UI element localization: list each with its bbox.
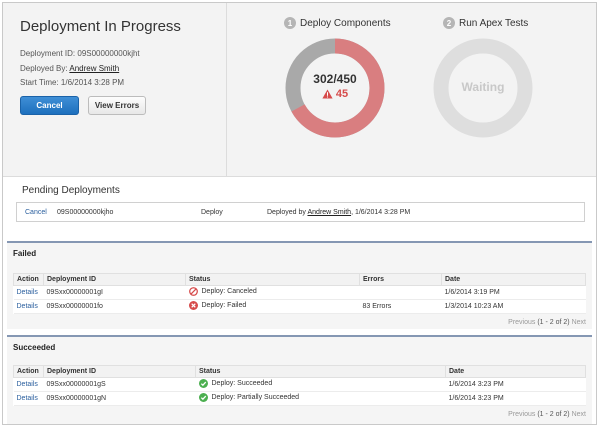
column-header: Deployment ID: [43, 365, 196, 378]
deployment-status-panel: Deployment In Progress Deployment ID: 09…: [3, 3, 596, 222]
step-label: Run Apex Tests: [459, 17, 529, 29]
next-page-link[interactable]: Next: [571, 411, 586, 418]
deployment-id-value: 09S00000000kjht: [77, 49, 140, 58]
status-text: Deploy: Failed: [201, 302, 247, 309]
start-time-value: 1/6/2014 3:28 PM: [60, 78, 125, 87]
table-header-row: Action Deployment ID Status Errors Date: [13, 273, 586, 286]
start-time-label: Start Time:: [20, 78, 59, 87]
deployment-id-cell: 09Sxx00000001gI: [43, 285, 186, 300]
succeeded-panel-title: Succeeded: [13, 343, 56, 352]
cancel-icon: [188, 287, 198, 296]
cancel-pending-link[interactable]: Cancel: [25, 209, 47, 216]
previous-page-link[interactable]: Previous: [508, 319, 536, 326]
table-header-row: Action Deployment ID Status Date: [13, 365, 586, 378]
column-header: Deployment ID: [43, 273, 186, 286]
page-count: (1 - 2 of 2): [537, 319, 570, 326]
tests-progress-ring: [433, 38, 533, 138]
pending-deployment-date: , 1/6/2014 3:28 PM: [351, 209, 411, 216]
date-cell: 1/3/2014 10:23 AM: [441, 299, 586, 314]
deploy-progress-ring: [285, 38, 385, 138]
pending-deployment-id: 09S00000000kjho: [57, 209, 114, 216]
step-number-badge: 2: [443, 17, 455, 29]
step-label: Deploy Components: [300, 17, 391, 29]
deployment-id-cell: 09Sxx00000001fo: [43, 299, 186, 314]
error-count: 45: [335, 88, 349, 100]
table-row: Details 09Sxx00000001gS Deploy: Succeede…: [13, 377, 586, 392]
column-header: Action: [13, 365, 44, 378]
date-cell: 1/6/2014 3:23 PM: [445, 377, 586, 392]
deployment-id-cell: 09Sxx00000001gS: [43, 377, 196, 392]
pending-deployment-row: Cancel 09S00000000kjho Deploy Deployed b…: [16, 202, 585, 222]
previous-page-link[interactable]: Previous: [508, 411, 536, 418]
deploy-progress-text: 302/450 45: [284, 72, 386, 100]
column-header: Status: [195, 365, 446, 378]
pending-deployment-type: Deploy: [201, 209, 223, 216]
failed-panel-title: Failed: [13, 249, 37, 258]
page-title: Deployment In Progress: [20, 18, 181, 35]
status-cell: Deploy: Canceled: [185, 285, 360, 300]
errors-cell: [359, 285, 442, 300]
errors-cell: 83 Errors: [359, 299, 442, 314]
details-link[interactable]: Details: [13, 299, 44, 314]
pending-deployed-by: Deployed by Andrew Smith, 1/6/2014 3:28 …: [267, 209, 410, 216]
table-row: Details 09Sxx00000001fo Deploy: Failed: [13, 299, 586, 314]
status-cell: Deploy: Partially Succeeded: [195, 391, 446, 406]
table-row: Details 09Sxx00000001gN Deploy: Partiall…: [13, 391, 586, 406]
date-cell: 1/6/2014 3:23 PM: [445, 391, 586, 406]
status-text: Deploy: Partially Succeeded: [211, 394, 300, 401]
view-errors-button[interactable]: View Errors: [88, 96, 146, 115]
ring-progress: [285, 38, 385, 138]
check-icon: [198, 379, 208, 388]
component-count: 302/450: [313, 72, 357, 86]
status-cell: Deploy: Succeeded: [195, 377, 446, 392]
column-header: Status: [185, 273, 360, 286]
status-text: Deploy: Succeeded: [211, 380, 273, 387]
details-link[interactable]: Details: [13, 377, 44, 392]
error-icon: [188, 301, 198, 310]
succeeded-deployments-table: Action Deployment ID Status Date Details…: [13, 365, 586, 406]
status-text: Deploy: Canceled: [201, 288, 257, 295]
pending-deployments-title: Pending Deployments: [22, 185, 120, 196]
deployment-id-line: Deployment ID: 09S00000000kjht: [20, 49, 140, 58]
waiting-status: Waiting: [461, 80, 505, 94]
column-header: Date: [441, 273, 586, 286]
column-header: Action: [13, 273, 44, 286]
error-count-row: 45: [284, 88, 386, 100]
details-link[interactable]: Details: [13, 391, 44, 406]
step-run-apex-tests: 2 Run Apex Tests: [443, 17, 528, 29]
cancel-deployment-button[interactable]: Cancel: [20, 96, 79, 115]
start-time-line: Start Time: 1/6/2014 3:28 PM: [20, 78, 124, 87]
page-count: (1 - 2 of 2): [537, 411, 570, 418]
column-header: Date: [445, 365, 586, 378]
deployment-info: Deployment In Progress Deployment ID: 09…: [3, 3, 227, 177]
deployed-by-link[interactable]: Andrew Smith: [69, 64, 120, 73]
deployed-by-prefix: Deployed by: [267, 209, 306, 216]
tests-status-text: Waiting: [432, 80, 534, 94]
succeeded-deployments-panel: Succeeded Action Deployment ID Status Da…: [7, 335, 592, 424]
failed-deployments-panel: Failed Action Deployment ID Status Error…: [7, 241, 592, 329]
step-number-badge: 1: [284, 17, 296, 29]
details-link[interactable]: Details: [13, 285, 44, 300]
failed-pagination: Previous (1 - 2 of 2) Next: [508, 319, 586, 326]
deployment-id-cell: 09Sxx00000001gN: [43, 391, 196, 406]
next-page-link[interactable]: Next: [571, 319, 586, 326]
deployed-by-user-link[interactable]: Andrew Smith: [307, 209, 352, 216]
column-header: Errors: [359, 273, 442, 286]
step-deploy-components: 1 Deploy Components: [284, 17, 391, 29]
succeeded-pagination: Previous (1 - 2 of 2) Next: [508, 411, 586, 418]
deployment-id-label: Deployment ID:: [20, 49, 76, 58]
check-icon: [198, 393, 208, 402]
table-row: Details 09Sxx00000001gI Deploy: Canceled…: [13, 285, 586, 300]
warning-icon: [322, 89, 333, 99]
deployed-by-line: Deployed By: Andrew Smith: [20, 64, 119, 73]
deployed-by-label: Deployed By:: [20, 64, 68, 73]
failed-deployments-table: Action Deployment ID Status Errors Date …: [13, 273, 586, 314]
ring-track: [433, 38, 533, 138]
date-cell: 1/6/2014 3:19 PM: [441, 285, 586, 300]
status-cell: Deploy: Failed: [185, 299, 360, 314]
